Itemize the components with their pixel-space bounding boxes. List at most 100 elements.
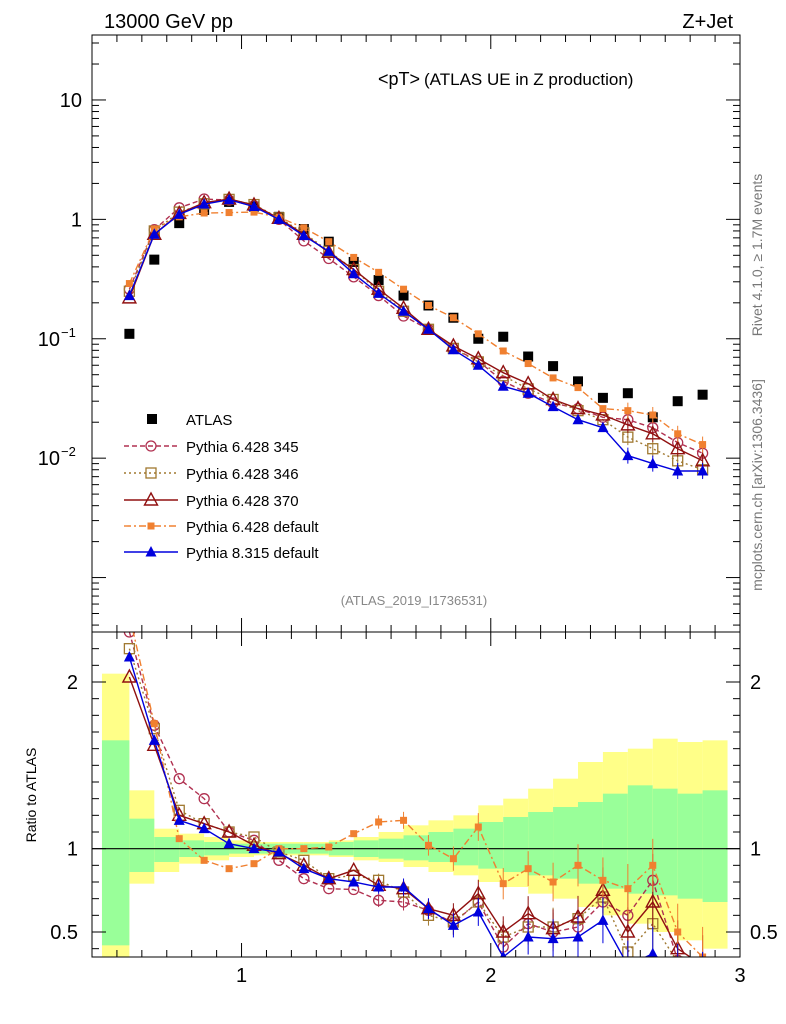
point-p370 — [570, 400, 586, 415]
point-p370 — [620, 416, 636, 431]
point-p8 — [497, 380, 509, 391]
point-p6def — [649, 411, 657, 419]
point-p6def — [449, 314, 457, 322]
ratio-plot: 0.5 0.5 1 1 2 2 1 2 3 — [50, 631, 778, 987]
ratio-point-p8 — [500, 951, 507, 957]
point-p8 — [522, 387, 534, 398]
ratio-point-p345 — [198, 793, 210, 805]
uncertainty-band-inner — [528, 812, 554, 876]
ratio-point-p8 — [123, 651, 135, 662]
header-right: Z+Jet — [682, 11, 733, 33]
point-p8 — [697, 465, 709, 476]
legend-symbol-p6def — [147, 522, 155, 530]
point-p6def — [400, 285, 408, 293]
ratio-point-p6def — [150, 720, 158, 728]
legend-symbol-p370 — [143, 491, 159, 506]
ratio-point-p345 — [372, 894, 385, 906]
ratio-point-p8 — [398, 881, 410, 892]
ratio-x-tick-label: 1 — [236, 965, 247, 987]
series-line-p346 — [128, 198, 703, 471]
mcplots-label: mcplots.cern.ch [arXiv:1306.3436] — [749, 379, 765, 591]
ratio-x-tick-label: 3 — [734, 965, 745, 987]
ratio-point-p8 — [697, 976, 708, 987]
atlas-point — [498, 331, 509, 342]
main-y-tick-label: 10 — [38, 329, 60, 351]
ratio-point-p6def — [499, 880, 507, 888]
point-p370 — [495, 364, 511, 379]
ratio-point-p8 — [198, 822, 210, 834]
legend-symbol-atlas — [147, 414, 157, 424]
point-p6def — [325, 238, 333, 246]
ratio-point-p8 — [298, 862, 310, 874]
ratio-point-p346 — [248, 831, 260, 843]
point-p6def — [549, 374, 557, 382]
ratio-point-p8 — [148, 734, 160, 745]
ratio-point-p8 — [373, 881, 385, 892]
main-series-group — [121, 190, 711, 480]
ratio-point-p346 — [672, 956, 684, 957]
atlas-point — [697, 389, 708, 400]
uncertainty-band-inner — [403, 835, 429, 861]
ratio-point-p6def — [375, 818, 383, 826]
ratio-y-tick-label-right: 0.5 — [750, 922, 778, 944]
point-p346 — [647, 443, 659, 455]
point-p6def — [300, 224, 308, 232]
uncertainty-band-inner — [677, 793, 703, 899]
point-p8 — [672, 465, 684, 476]
ratio-point-p6def — [350, 830, 358, 838]
point-p6def — [599, 405, 607, 413]
legend-label-p370: Pythia 6.428 370 — [186, 493, 299, 510]
uncertainty-band-inner — [478, 822, 504, 869]
ratio-point-p345 — [698, 977, 708, 987]
ratio-point-p8 — [647, 947, 658, 957]
point-p6def — [250, 208, 258, 216]
point-p8 — [547, 400, 559, 412]
atlas-point — [548, 361, 559, 372]
uncertainty-band-inner — [553, 807, 578, 879]
legend: ATLAS Pythia 6.428 345 Pythia 6.428 346 … — [124, 412, 319, 562]
ratio-point-p8 — [173, 814, 185, 825]
atlas-point — [523, 351, 534, 362]
point-p8 — [622, 449, 634, 461]
ratio-point-p6def — [574, 861, 582, 869]
atlas-point — [398, 290, 409, 301]
ratio-x-tick-label: 2 — [485, 965, 496, 987]
uncertainty-band-inner — [702, 790, 728, 902]
ratio-point-p6def — [225, 865, 233, 873]
ratio-point-p6def — [549, 878, 557, 886]
ratio-point-p6def — [300, 845, 308, 853]
point-p6def — [225, 209, 233, 217]
atlas-point — [622, 388, 633, 399]
ratio-point-p8 — [472, 906, 484, 917]
ratio-y-tick-label: 2 — [67, 672, 78, 694]
ratio-point-p8 — [547, 932, 559, 944]
ratio-point-p8 — [223, 837, 235, 849]
legend-label-p345: Pythia 6.428 345 — [186, 439, 299, 456]
point-p8 — [572, 413, 584, 425]
ratio-point-p370 — [346, 861, 362, 877]
point-p6def — [350, 253, 358, 261]
atlas-point — [473, 333, 484, 344]
ratio-point-p8 — [273, 846, 285, 857]
ratio-point-p370 — [520, 905, 536, 920]
ratio-point-p8 — [248, 842, 260, 854]
point-p370 — [420, 320, 437, 336]
point-p8 — [298, 229, 310, 241]
point-p8 — [647, 457, 659, 469]
main-frame — [91, 34, 741, 633]
rivet-label: Rivet 4.1.0, ≥ 1.7M events — [749, 174, 765, 337]
atlas-point — [149, 254, 160, 265]
point-p8 — [373, 287, 385, 298]
ratio-point-p6def — [474, 823, 482, 831]
analysis-watermark: (ATLAS_2019_I1736531) — [341, 593, 487, 608]
ratio-point-p370 — [702, 956, 703, 957]
ratio-point-p8 — [572, 931, 584, 942]
ratio-point-p370 — [221, 823, 237, 838]
point-p8 — [398, 305, 410, 316]
ratio-point-p8 — [597, 914, 609, 925]
ratio-line-p6def — [132, 632, 704, 957]
ratio-line-p345 — [128, 632, 678, 957]
legend-symbol-p345 — [145, 440, 157, 452]
main-y-tick-exponent: −2 — [61, 444, 76, 459]
point-p8 — [123, 289, 135, 301]
